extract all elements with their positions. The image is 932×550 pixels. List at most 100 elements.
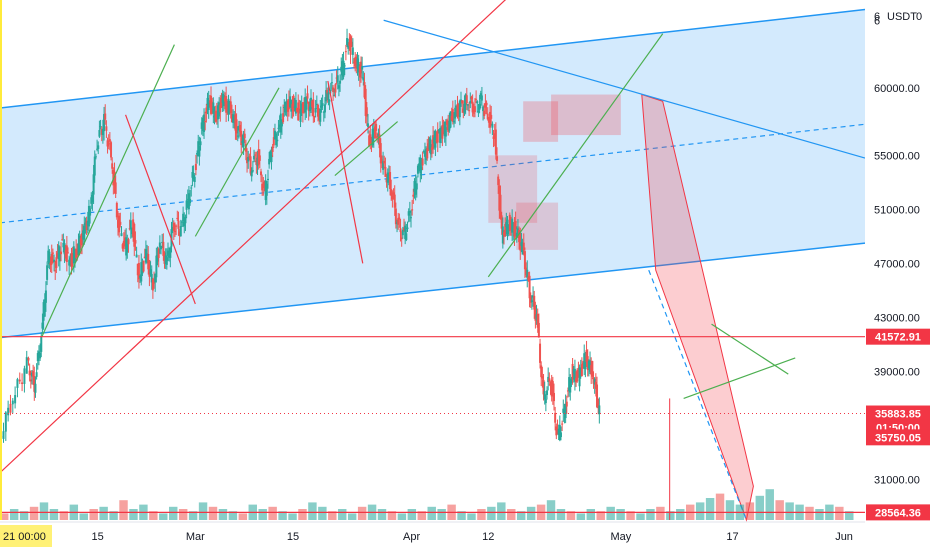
candle-body xyxy=(454,107,457,119)
volume-bar xyxy=(79,513,88,520)
volume-bar xyxy=(39,502,49,520)
start-date-badge xyxy=(0,525,52,547)
candle-body xyxy=(341,61,344,76)
candle-body xyxy=(168,255,171,258)
volume-bar xyxy=(467,513,476,520)
time-axis[interactable] xyxy=(0,522,932,550)
volume-bar xyxy=(278,511,287,520)
candle-body xyxy=(130,227,133,235)
candle-body xyxy=(318,115,321,121)
x-tick-label: Mar xyxy=(186,531,205,543)
candle-body xyxy=(58,251,61,262)
candle-body xyxy=(584,359,587,370)
x-tick-label: 17 xyxy=(726,531,738,543)
candle-body xyxy=(570,378,573,383)
candle-body xyxy=(149,269,152,275)
candle-body xyxy=(513,222,516,237)
candle-body xyxy=(251,170,254,172)
candle-body xyxy=(506,219,509,235)
candle-body xyxy=(47,250,50,262)
candle-body xyxy=(183,221,186,227)
candle-body xyxy=(387,174,390,177)
candle-body xyxy=(546,390,549,395)
green-trend-4 xyxy=(487,33,664,278)
candle-body xyxy=(77,242,80,256)
y-tick-label: 31000.00 xyxy=(874,474,920,486)
candle-body xyxy=(16,379,19,388)
candle-body xyxy=(430,147,433,150)
candle-body xyxy=(377,133,380,137)
candle-body xyxy=(82,230,85,240)
candle-body xyxy=(264,180,267,201)
candle-body xyxy=(362,77,365,81)
candle-body xyxy=(494,129,497,155)
candle-body xyxy=(529,296,532,303)
candle-body xyxy=(491,123,494,128)
candle-body xyxy=(112,169,115,186)
candle-body xyxy=(153,279,156,284)
candle-body xyxy=(371,128,374,146)
candle-body xyxy=(548,378,551,382)
volume-bar xyxy=(676,509,685,520)
red-trend-b xyxy=(327,80,364,264)
candle-body xyxy=(525,267,528,275)
volume-bar xyxy=(49,509,59,520)
trend-lines xyxy=(0,0,866,520)
candle-body xyxy=(592,378,595,384)
candle-body xyxy=(28,370,31,376)
candle-body xyxy=(190,187,193,189)
candle-body xyxy=(334,84,337,93)
candle-body xyxy=(282,113,285,123)
volume-bar xyxy=(29,506,39,520)
candle-body xyxy=(229,101,232,114)
candle-body xyxy=(379,143,382,164)
candle-body xyxy=(291,104,294,110)
volume-bar xyxy=(417,511,426,520)
candle-body xyxy=(568,377,571,391)
candle-body xyxy=(143,256,146,259)
candle-body xyxy=(120,233,123,237)
candle-body xyxy=(236,135,239,137)
candle-body xyxy=(448,120,451,131)
y-tick-label: 55000.00 xyxy=(874,150,920,162)
candle-body xyxy=(86,221,89,226)
currency-label[interactable]: USDT xyxy=(887,11,917,23)
volume-bar xyxy=(745,502,755,520)
candle-body xyxy=(373,126,376,138)
candle-body xyxy=(134,240,137,244)
candle-body xyxy=(335,77,338,79)
candle-body xyxy=(572,368,575,374)
candle-body xyxy=(158,242,161,248)
candle-body xyxy=(432,135,435,149)
volume-bar xyxy=(487,506,496,520)
candle-body xyxy=(277,127,280,129)
candle-body xyxy=(593,378,596,385)
candle-body xyxy=(213,115,216,118)
volume-bar xyxy=(497,502,506,520)
candle-body xyxy=(230,114,233,123)
candle-body xyxy=(321,103,324,106)
highlight-box2-0 xyxy=(488,155,538,223)
candle-body xyxy=(497,176,500,186)
candle-body xyxy=(397,217,400,225)
candle-body xyxy=(89,208,92,216)
candle-body xyxy=(485,102,488,106)
candle-body xyxy=(173,230,176,232)
candle-body xyxy=(361,66,364,70)
candle-body xyxy=(104,113,107,120)
candle-body xyxy=(400,237,403,240)
candle-body xyxy=(72,246,75,264)
volume-bar xyxy=(188,511,198,520)
volume-bar xyxy=(775,500,784,520)
candle-body xyxy=(442,127,445,134)
candle-body xyxy=(305,97,308,110)
price-tag xyxy=(866,504,930,521)
candle-body xyxy=(258,155,261,161)
candle-body xyxy=(322,111,325,113)
candle-body xyxy=(541,376,544,379)
candle-body xyxy=(416,165,419,174)
candle-body xyxy=(35,372,38,377)
candle-body xyxy=(526,269,529,278)
candle-body xyxy=(144,249,147,263)
